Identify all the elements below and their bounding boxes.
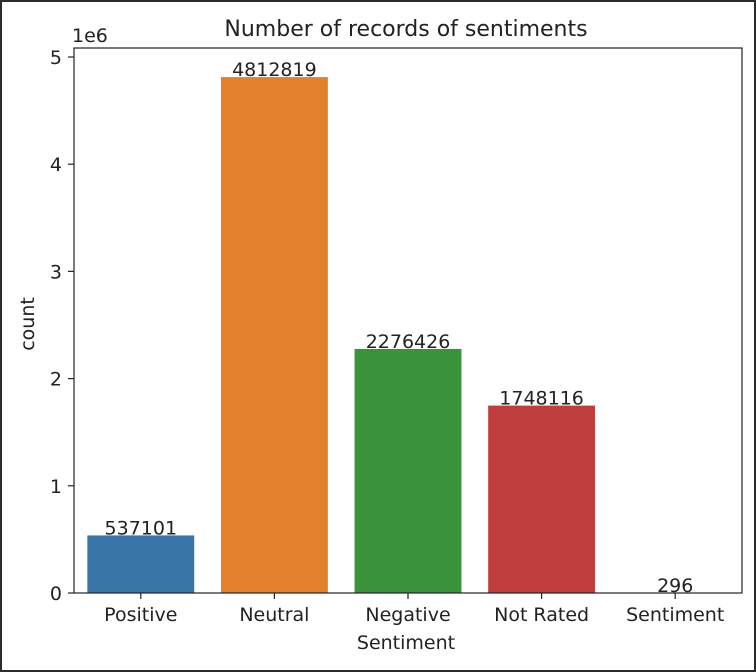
x-tick-label: Neutral [239,604,309,626]
y-tick-label: 1 [50,476,62,498]
x-tick-label: Sentiment [626,604,724,626]
bar-value-label: 2276426 [366,331,451,353]
bar-neutral [221,77,328,593]
x-tick-label: Not Rated [494,604,589,626]
y-tick-label: 2 [50,369,62,391]
y-axis-title: count [17,297,39,351]
x-tick-label: Negative [365,604,450,626]
y-tick-label: 0 [50,583,62,605]
bar-value-label: 537101 [105,517,178,539]
y-tick-label: 4 [50,154,62,176]
bar-value-label: 1748116 [499,388,584,410]
x-axis-title: Sentiment [357,632,455,654]
y-tick-label: 3 [50,261,62,283]
y-tick-label: 5 [50,47,62,69]
bar-value-label: 4812819 [232,59,317,81]
bar-negative [355,349,462,593]
bar-positive [87,535,194,593]
y-offset-label: 1e6 [72,25,108,47]
bar-not-rated [488,406,595,593]
chart-title: Number of records of sentiments [224,17,587,42]
x-tick-label: Positive [104,604,177,626]
